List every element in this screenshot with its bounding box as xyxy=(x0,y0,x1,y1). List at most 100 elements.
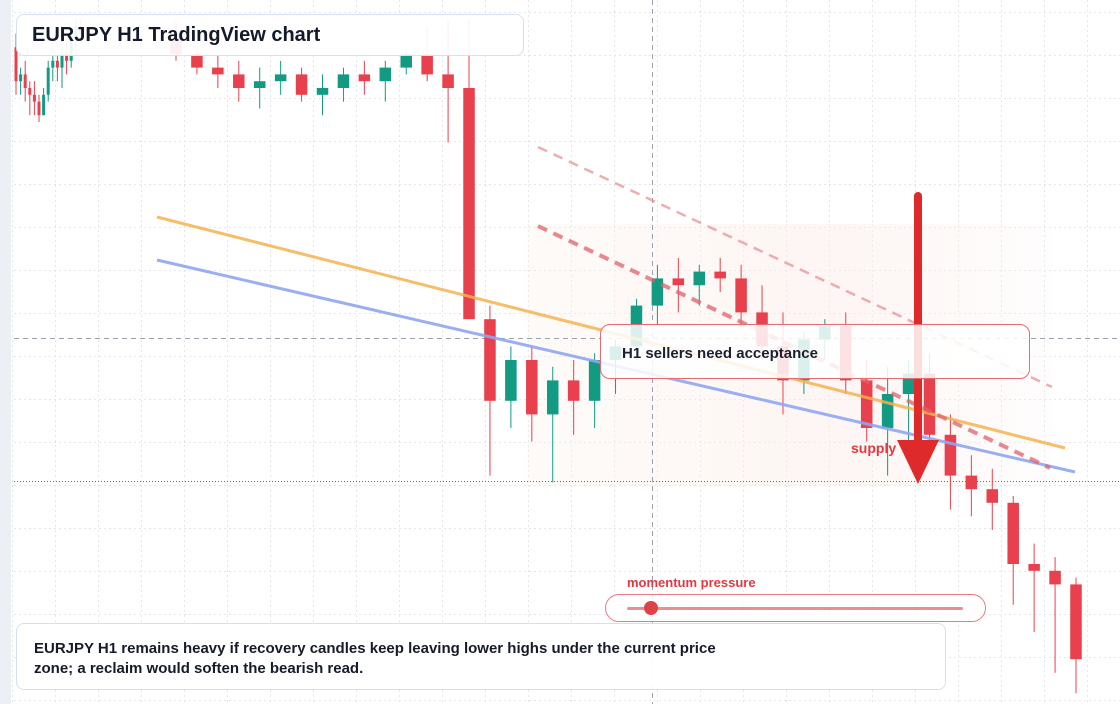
candle-body xyxy=(505,360,517,401)
candle-body xyxy=(672,278,685,286)
candle xyxy=(735,264,747,326)
candle-body xyxy=(191,54,203,68)
summary-line-1: EURJPY H1 remains heavy if recovery cand… xyxy=(34,640,716,657)
candle xyxy=(23,60,27,102)
candle-body xyxy=(51,60,55,68)
candle-body xyxy=(1049,570,1061,585)
candle-body xyxy=(421,54,433,75)
candle-body xyxy=(37,101,41,116)
candle xyxy=(567,360,580,435)
candle xyxy=(212,54,224,88)
candle-body xyxy=(923,373,936,435)
momentum-label: momentum pressure xyxy=(627,575,756,590)
summary-panel: EURJPY H1 remains heavy if recovery cand… xyxy=(16,623,946,690)
candle xyxy=(672,258,685,313)
candle xyxy=(32,81,36,116)
candle-body xyxy=(23,74,27,88)
candle-body xyxy=(860,380,873,428)
candle-body xyxy=(965,475,978,490)
candle xyxy=(42,88,46,116)
candle xyxy=(19,67,23,95)
candle xyxy=(274,60,287,95)
chart-title: EURJPY H1 TradingView chart xyxy=(16,14,524,56)
candle-body xyxy=(358,74,371,82)
candle-body xyxy=(60,54,64,68)
candle xyxy=(505,346,517,428)
candle-body xyxy=(1007,502,1019,564)
candle-body xyxy=(1070,584,1082,660)
candle xyxy=(233,60,245,102)
summary-line-2: zone; a reclaim would soften the bearish… xyxy=(34,660,364,677)
candle xyxy=(295,67,308,102)
candle-body xyxy=(253,81,266,88)
chart-title-text: EURJPY H1 TradingView chart xyxy=(32,24,321,46)
candle-body xyxy=(986,489,999,503)
candle-body xyxy=(567,380,580,401)
candle xyxy=(651,264,664,326)
candle-body xyxy=(735,278,747,313)
candle xyxy=(1028,543,1040,632)
candle xyxy=(526,346,538,442)
candle-body xyxy=(588,360,601,401)
candle-body xyxy=(546,380,559,415)
candle xyxy=(253,67,266,109)
candle xyxy=(1070,577,1082,694)
candle xyxy=(337,67,350,102)
candle-body xyxy=(714,271,726,279)
candle-body xyxy=(484,319,496,401)
candle xyxy=(379,60,392,102)
candle-body xyxy=(881,394,894,428)
candle xyxy=(986,468,999,530)
candle-body xyxy=(400,54,412,68)
candle-body xyxy=(233,74,245,88)
candle xyxy=(37,94,41,122)
candle-body xyxy=(274,74,287,82)
candle-body xyxy=(28,88,32,95)
candle xyxy=(358,60,371,95)
forecast-path-upper[interactable] xyxy=(537,145,1053,389)
candle-body xyxy=(46,67,50,95)
candle xyxy=(55,54,59,82)
momentum-knob[interactable] xyxy=(643,601,658,615)
callout-text: H1 sellers need acceptance xyxy=(622,345,818,362)
candle-body xyxy=(944,434,957,476)
candle-body xyxy=(902,373,915,394)
price-scale-edge xyxy=(0,0,11,704)
candle-body xyxy=(1028,564,1040,571)
candle-body xyxy=(14,47,18,82)
candle-body xyxy=(55,60,59,68)
candle-body xyxy=(651,278,664,306)
candle-body xyxy=(32,94,36,102)
candle xyxy=(944,414,957,510)
candle-body xyxy=(379,67,392,82)
candle-body xyxy=(19,74,23,82)
momentum-slider[interactable] xyxy=(605,594,986,622)
candle-body xyxy=(442,74,454,88)
candle-body xyxy=(693,271,706,286)
candle xyxy=(1049,557,1061,673)
callout-note[interactable]: H1 sellers need acceptance xyxy=(600,324,1030,379)
candle xyxy=(463,20,475,320)
candle xyxy=(51,54,55,82)
momentum-track xyxy=(627,607,963,610)
down-arrow-icon xyxy=(897,440,939,484)
candle xyxy=(965,455,978,517)
candle xyxy=(881,366,894,476)
supply-label: supply xyxy=(851,440,897,456)
candle xyxy=(1007,496,1019,605)
candle xyxy=(28,81,32,116)
candle xyxy=(546,366,559,483)
candle-body xyxy=(463,88,475,320)
candle xyxy=(316,74,329,116)
candle-body xyxy=(316,88,329,95)
candle-body xyxy=(42,94,46,116)
forecast-path-main[interactable] xyxy=(537,224,1051,470)
candle-body xyxy=(212,67,224,75)
candle-body xyxy=(65,54,69,61)
candle xyxy=(693,264,706,306)
candle xyxy=(46,60,50,102)
candle-body xyxy=(337,74,350,88)
candle-body xyxy=(526,360,538,415)
candle-body xyxy=(295,74,308,95)
